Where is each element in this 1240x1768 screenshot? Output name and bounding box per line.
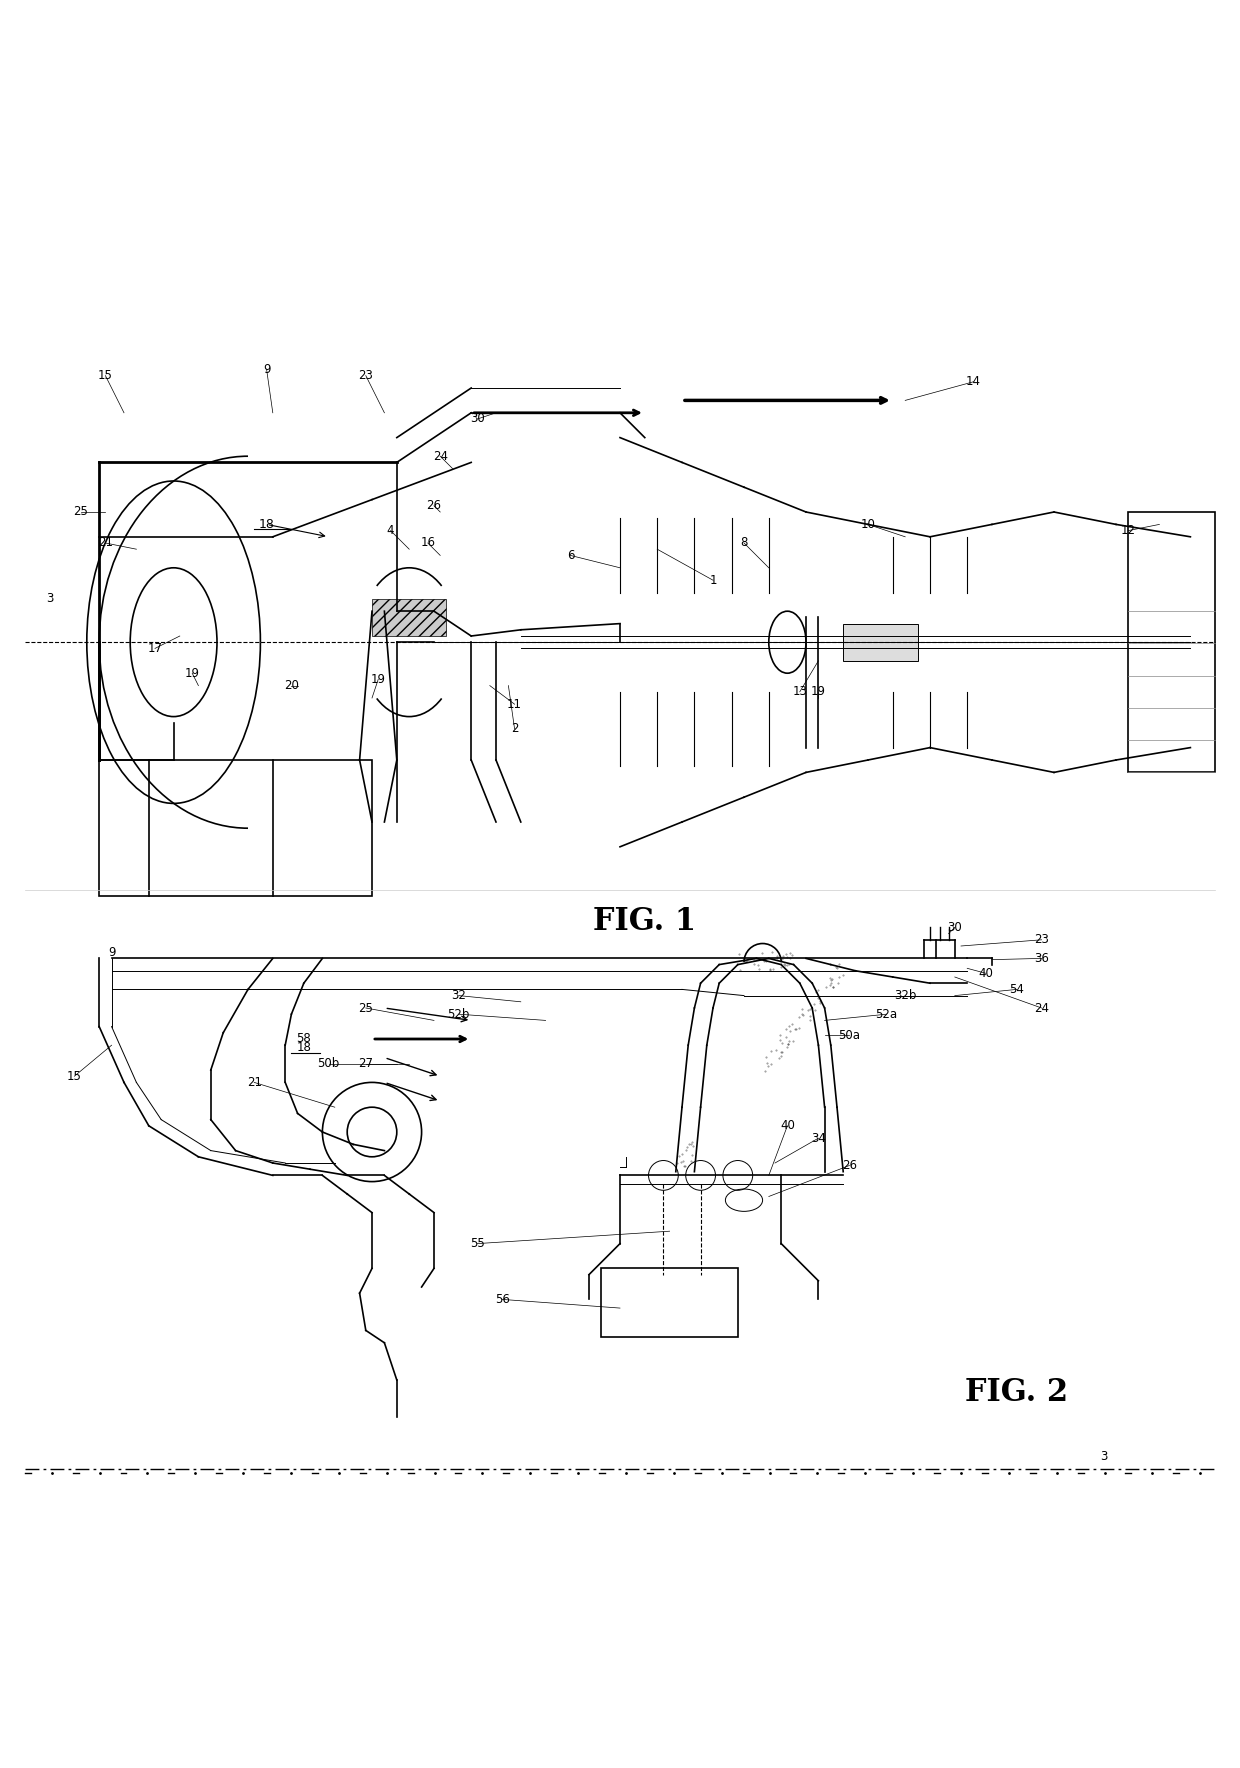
Text: 55: 55 — [470, 1238, 485, 1250]
Text: 25: 25 — [73, 506, 88, 518]
Text: 27: 27 — [358, 1057, 373, 1070]
Text: 23: 23 — [358, 370, 373, 382]
Text: 54: 54 — [1009, 983, 1024, 995]
Text: 50b: 50b — [317, 1057, 340, 1070]
Text: 56: 56 — [495, 1292, 510, 1307]
Text: 30: 30 — [947, 921, 962, 934]
Text: 36: 36 — [1034, 951, 1049, 965]
Text: 18: 18 — [296, 1041, 311, 1054]
Text: 3: 3 — [46, 592, 53, 605]
Text: 24: 24 — [433, 449, 448, 463]
Text: 40: 40 — [978, 967, 993, 979]
Text: 3: 3 — [1100, 1450, 1107, 1464]
Text: 40: 40 — [780, 1119, 795, 1132]
Bar — [99, 760, 372, 896]
Text: 10: 10 — [861, 518, 875, 530]
Text: 26: 26 — [842, 1160, 857, 1172]
Text: 9: 9 — [108, 946, 115, 958]
Text: 21: 21 — [98, 536, 113, 550]
Text: 6: 6 — [567, 548, 574, 562]
Text: 58: 58 — [296, 1033, 311, 1045]
Text: 17: 17 — [148, 642, 162, 654]
Text: 8: 8 — [740, 536, 748, 550]
Text: 2: 2 — [511, 723, 518, 735]
Text: 52a: 52a — [875, 1008, 898, 1020]
Bar — [843, 624, 918, 661]
Text: 9: 9 — [263, 362, 270, 377]
Text: 21: 21 — [247, 1077, 262, 1089]
Text: 32: 32 — [451, 988, 466, 1002]
Text: 24: 24 — [1034, 1001, 1049, 1015]
Text: 23: 23 — [1034, 934, 1049, 946]
Text: 50a: 50a — [838, 1029, 861, 1041]
Text: 15: 15 — [67, 1070, 82, 1082]
Text: 14: 14 — [966, 375, 981, 389]
Text: 19: 19 — [185, 667, 200, 679]
Text: 30: 30 — [470, 412, 485, 426]
Text: 13: 13 — [792, 686, 807, 698]
Text: 12: 12 — [1121, 523, 1136, 537]
Text: 34: 34 — [811, 1132, 826, 1144]
Text: 52b: 52b — [448, 1008, 470, 1020]
Bar — [601, 1268, 738, 1337]
Text: FIG. 2: FIG. 2 — [965, 1377, 1069, 1407]
Bar — [372, 599, 446, 636]
Text: 1: 1 — [709, 573, 717, 587]
Text: 4: 4 — [387, 523, 394, 537]
Text: 16: 16 — [420, 536, 435, 550]
Text: 19: 19 — [371, 674, 386, 686]
Text: 11: 11 — [507, 698, 522, 711]
Bar — [1128, 513, 1215, 773]
Text: 19: 19 — [811, 686, 826, 698]
Text: 20: 20 — [284, 679, 299, 691]
Text: 25: 25 — [358, 1001, 373, 1015]
Text: 26: 26 — [427, 499, 441, 513]
Text: 15: 15 — [98, 370, 113, 382]
Text: 18: 18 — [259, 518, 274, 530]
Text: 32b: 32b — [894, 988, 916, 1002]
Text: FIG. 1: FIG. 1 — [593, 905, 697, 937]
